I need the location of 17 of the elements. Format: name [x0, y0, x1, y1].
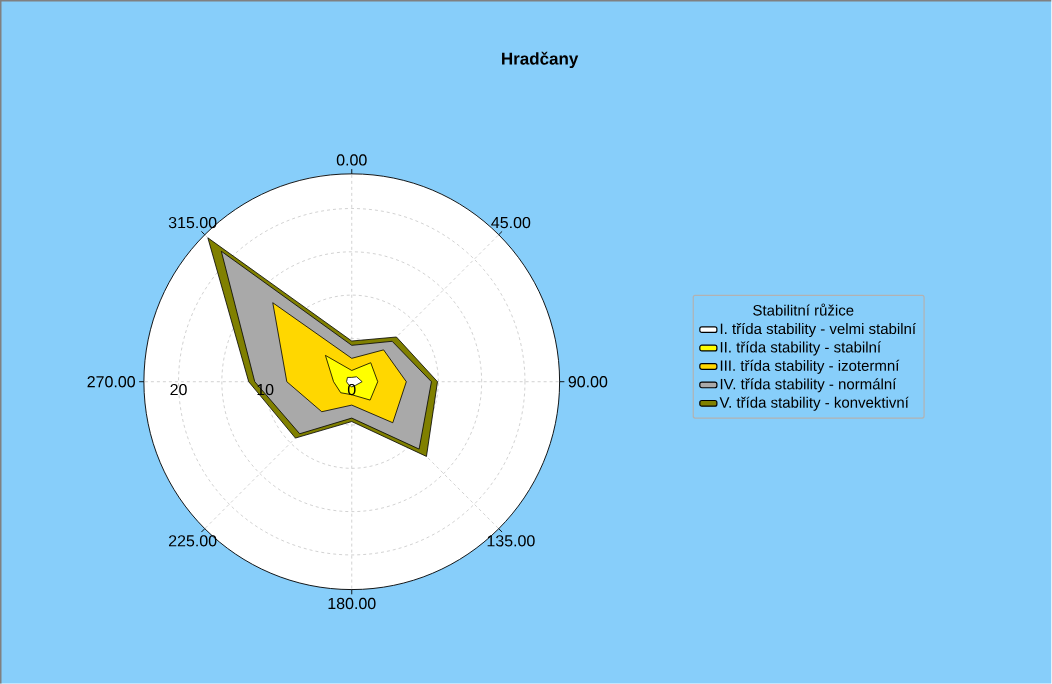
y-tick-label: 0 [347, 383, 356, 396]
legend-label: I. třída stability - velmi stabilní [720, 322, 916, 337]
spoke-label: 90.00 [568, 375, 608, 388]
spoke-label: 180.00 [328, 597, 376, 610]
spoke-label: 0.00 [336, 154, 367, 166]
spoke-label: 45.00 [491, 216, 531, 229]
legend-title: Stabilitní růžice [753, 303, 854, 316]
spoke-label: 135.00 [487, 535, 535, 547]
legend-label: V. třída stability - konvektivní [719, 396, 909, 411]
y-tick-label: 20 [170, 383, 187, 396]
legend-label: II. třída stability - stabilní [720, 341, 882, 356]
spoke-label: 315.00 [168, 216, 217, 229]
spoke-label: 270.00 [87, 375, 135, 388]
spoke-label: 225.00 [168, 535, 217, 547]
legend-label: III. třída stability - izotermní [720, 359, 900, 374]
legend-label: IV. třída stability - normální [720, 378, 897, 393]
chart-title: Hradčany [502, 51, 579, 68]
